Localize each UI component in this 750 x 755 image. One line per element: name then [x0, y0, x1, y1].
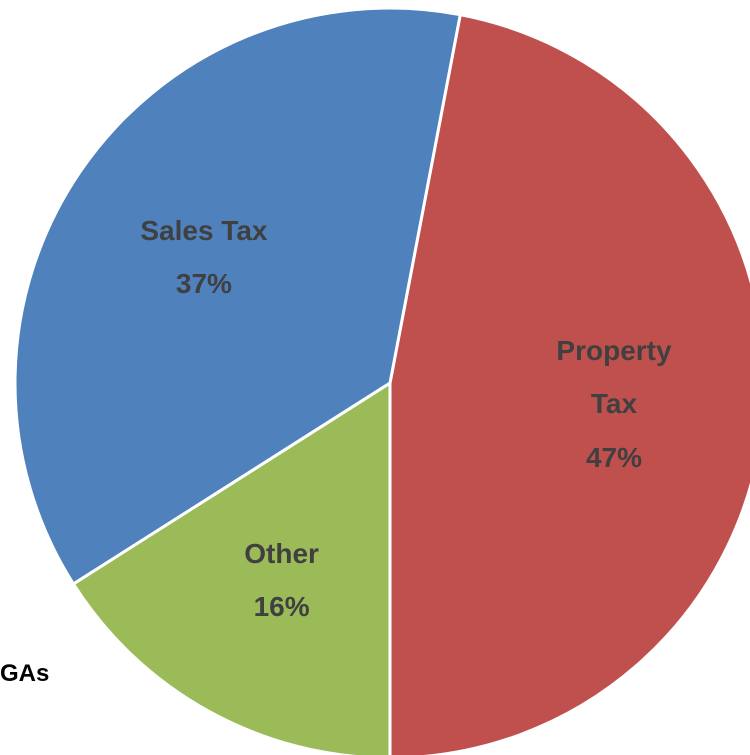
value-label: 16% [253, 591, 310, 623]
category-label: Other [244, 537, 319, 569]
pie-slice [71, 380, 392, 755]
value-label: 47% [585, 441, 643, 473]
slice-label: Other 16% [207, 527, 357, 633]
value-label: 37% [175, 267, 232, 299]
annotation: GAs [0, 660, 50, 687]
category-label: Property Tax [556, 335, 672, 420]
pie-slice [388, 12, 750, 755]
pie-slice [13, 6, 463, 587]
slice-label: Property Tax 47% [539, 324, 689, 484]
category-label: Sales Tax [140, 214, 268, 246]
slice-label: Sales Tax 37% [129, 203, 279, 309]
